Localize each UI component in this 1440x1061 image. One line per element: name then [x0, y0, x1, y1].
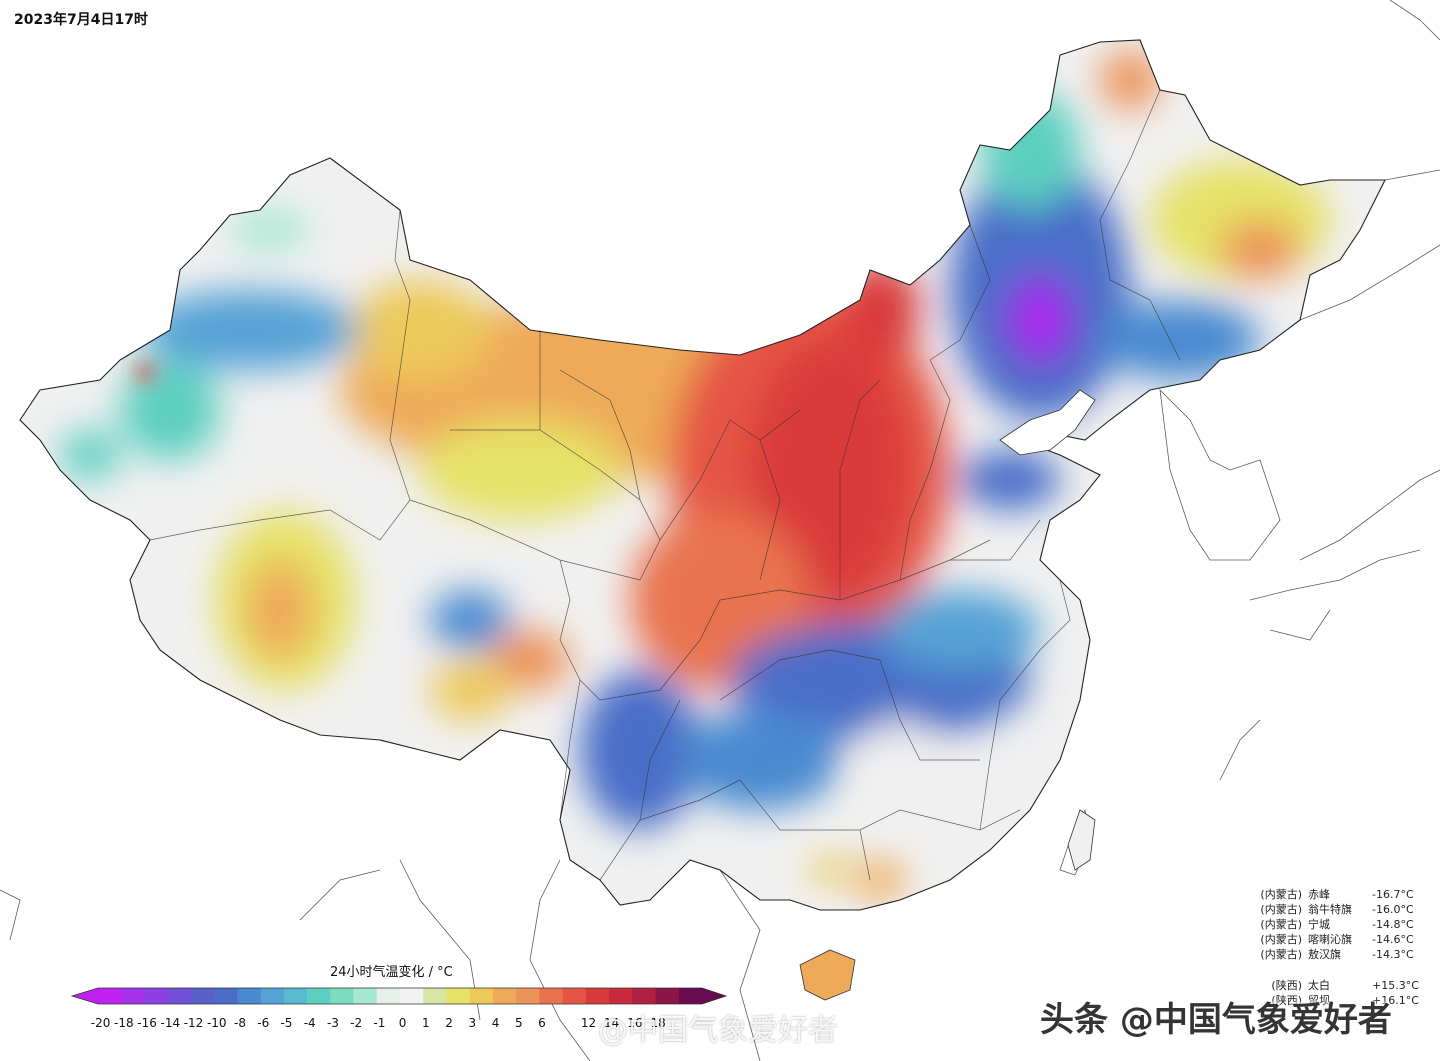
colorbar-tick-label: 5 [515, 1016, 523, 1030]
colorbar-tick-label: 4 [492, 1016, 500, 1030]
colorbar-tick-label: -14 [161, 1016, 181, 1030]
colorbar-swatch [492, 988, 517, 1004]
colorbar-swatch [655, 988, 680, 1004]
colorbar-tick-label: -16 [137, 1016, 157, 1030]
colorbar-swatch [307, 988, 331, 1004]
station-name: 太白 [1308, 979, 1330, 992]
colorbar-tick-label: -3 [327, 1016, 339, 1030]
hainan-island [799, 949, 856, 1001]
station-row: (内蒙古) 喀喇沁旗 -14.6°C [1240, 932, 1430, 947]
colorbar-swatch [98, 988, 122, 1004]
colorbar-swatch [539, 988, 564, 1004]
colorbar-tick-label: -6 [257, 1016, 269, 1030]
colorbar-outline [70, 987, 728, 1005]
colorbar-swatch [190, 988, 215, 1004]
map-timestamp: 2023年7月4日17时 [14, 12, 148, 28]
colorbar-tick-label: 6 [538, 1016, 546, 1030]
station-name: 喀喇沁旗 [1308, 933, 1352, 946]
colorbar-swatch [516, 988, 540, 1004]
colorbar-min-arrow [72, 988, 98, 1004]
colorbar-swatch [353, 988, 378, 1004]
station-province: (内蒙古) [1260, 918, 1302, 931]
colorbar-swatch [562, 988, 587, 1004]
station-row: (内蒙古) 翁牛特旗 -16.0°C [1240, 902, 1430, 917]
china-outline [19, 39, 1386, 911]
colorbar-tick-label: -4 [304, 1016, 316, 1030]
colorbar-tick-label: 2 [445, 1016, 453, 1030]
station-province: (陕西) [1271, 994, 1302, 1007]
colorbar-swatch [678, 988, 703, 1004]
station-row: (内蒙古) 宁城 -14.8°C [1240, 917, 1430, 932]
watermark: 头条 @中国气象爱好者 [1040, 1000, 1392, 1040]
colorbar-tick-label: -8 [234, 1016, 246, 1030]
colorbar-swatch [585, 988, 610, 1004]
colorbar-tick-label: 12 [581, 1016, 596, 1030]
legend-title: 24小时气温变化 / °C [330, 965, 453, 980]
colorbar-tick-label: -1 [373, 1016, 385, 1030]
station-province: (内蒙古) [1260, 888, 1302, 901]
station-row: (陕西) 留坝 +16.1°C [1240, 993, 1430, 1008]
colorbar-swatch [446, 988, 471, 1004]
colorbar-swatch [167, 988, 192, 1004]
station-province: (内蒙古) [1260, 933, 1302, 946]
colorbar-swatch [260, 988, 285, 1004]
station-name: 宁城 [1308, 918, 1330, 931]
station-value: +15.3°C [1372, 979, 1419, 992]
colorbar-tick-label: -12 [184, 1016, 204, 1030]
colorbar-swatch [609, 988, 633, 1004]
station-province: (陕西) [1271, 979, 1302, 992]
coldest-stations-list: (内蒙古) 赤峰 -16.7°C (内蒙古) 翁牛特旗 -16.0°C (内蒙古) 宁城 -14… [1240, 887, 1430, 962]
colorbar-swatch [330, 988, 355, 1004]
colorbar-tick-label: 0 [399, 1016, 407, 1030]
colorbar-swatch [237, 988, 262, 1004]
colorbar-swatch [214, 988, 238, 1004]
colorbar-tick-label: -10 [207, 1016, 227, 1030]
bohai-sea [999, 389, 1096, 456]
colorbar-swatch [469, 988, 494, 1004]
station-name: 留坝 [1308, 994, 1330, 1007]
colorbar-swatch [144, 988, 169, 1004]
warmest-stations-list: (陕西) 太白 +15.3°C (陕西) 留坝 +16.1°C [1240, 978, 1430, 1008]
station-province: (内蒙古) [1260, 948, 1302, 961]
station-row: (陕西) 太白 +15.3°C [1240, 978, 1430, 993]
colorbar-swatch [632, 988, 657, 1004]
colorbar-tick-label: 16 [627, 1016, 642, 1030]
station-value: -14.3°C [1372, 948, 1414, 961]
station-value: -14.6°C [1372, 933, 1414, 946]
colorbar-tick-label: 3 [468, 1016, 476, 1030]
colorbar-swatch [283, 988, 308, 1004]
colorbar-tick-label: 18 [651, 1016, 666, 1030]
station-name: 翁牛特旗 [1308, 903, 1352, 916]
station-name: 敖汉旗 [1308, 948, 1341, 961]
colorbar-swatch [376, 988, 401, 1004]
station-value: -16.0°C [1372, 903, 1414, 916]
colorbar-swatch [400, 988, 424, 1004]
colorbar-tick-label: -18 [114, 1016, 134, 1030]
station-row: (内蒙古) 赤峰 -16.7°C [1240, 887, 1430, 902]
colorbar-swatch [121, 988, 145, 1004]
colorbar-tick-label: 1 [422, 1016, 430, 1030]
colorbar-tick-label: -2 [350, 1016, 362, 1030]
station-row: (内蒙古) 敖汉旗 -14.3°C [1240, 947, 1430, 962]
province-borders [149, 89, 1181, 881]
taiwan-outline [1067, 809, 1096, 871]
colorbar-tick-label: 14 [604, 1016, 619, 1030]
station-value: -14.8°C [1372, 918, 1414, 931]
colorbar-max-arrow [702, 988, 726, 1004]
station-value: +16.1°C [1372, 994, 1419, 1007]
station-value: -16.7°C [1372, 888, 1414, 901]
colorbar-swatch [423, 988, 447, 1004]
colorbar-tick-label: -20 [91, 1016, 111, 1030]
watermark-small: @中国气象爱好者 [598, 1013, 838, 1048]
color-legend: -20 -18 -16 -14 -12 -10 -8 -6 -5 -4 -3 -2 -1 0 1 2 3 4 5 6 1… [70, 987, 728, 1030]
station-name: 赤峰 [1308, 888, 1330, 901]
colorbar-tick-label: -5 [280, 1016, 292, 1030]
station-province: (内蒙古) [1260, 903, 1302, 916]
